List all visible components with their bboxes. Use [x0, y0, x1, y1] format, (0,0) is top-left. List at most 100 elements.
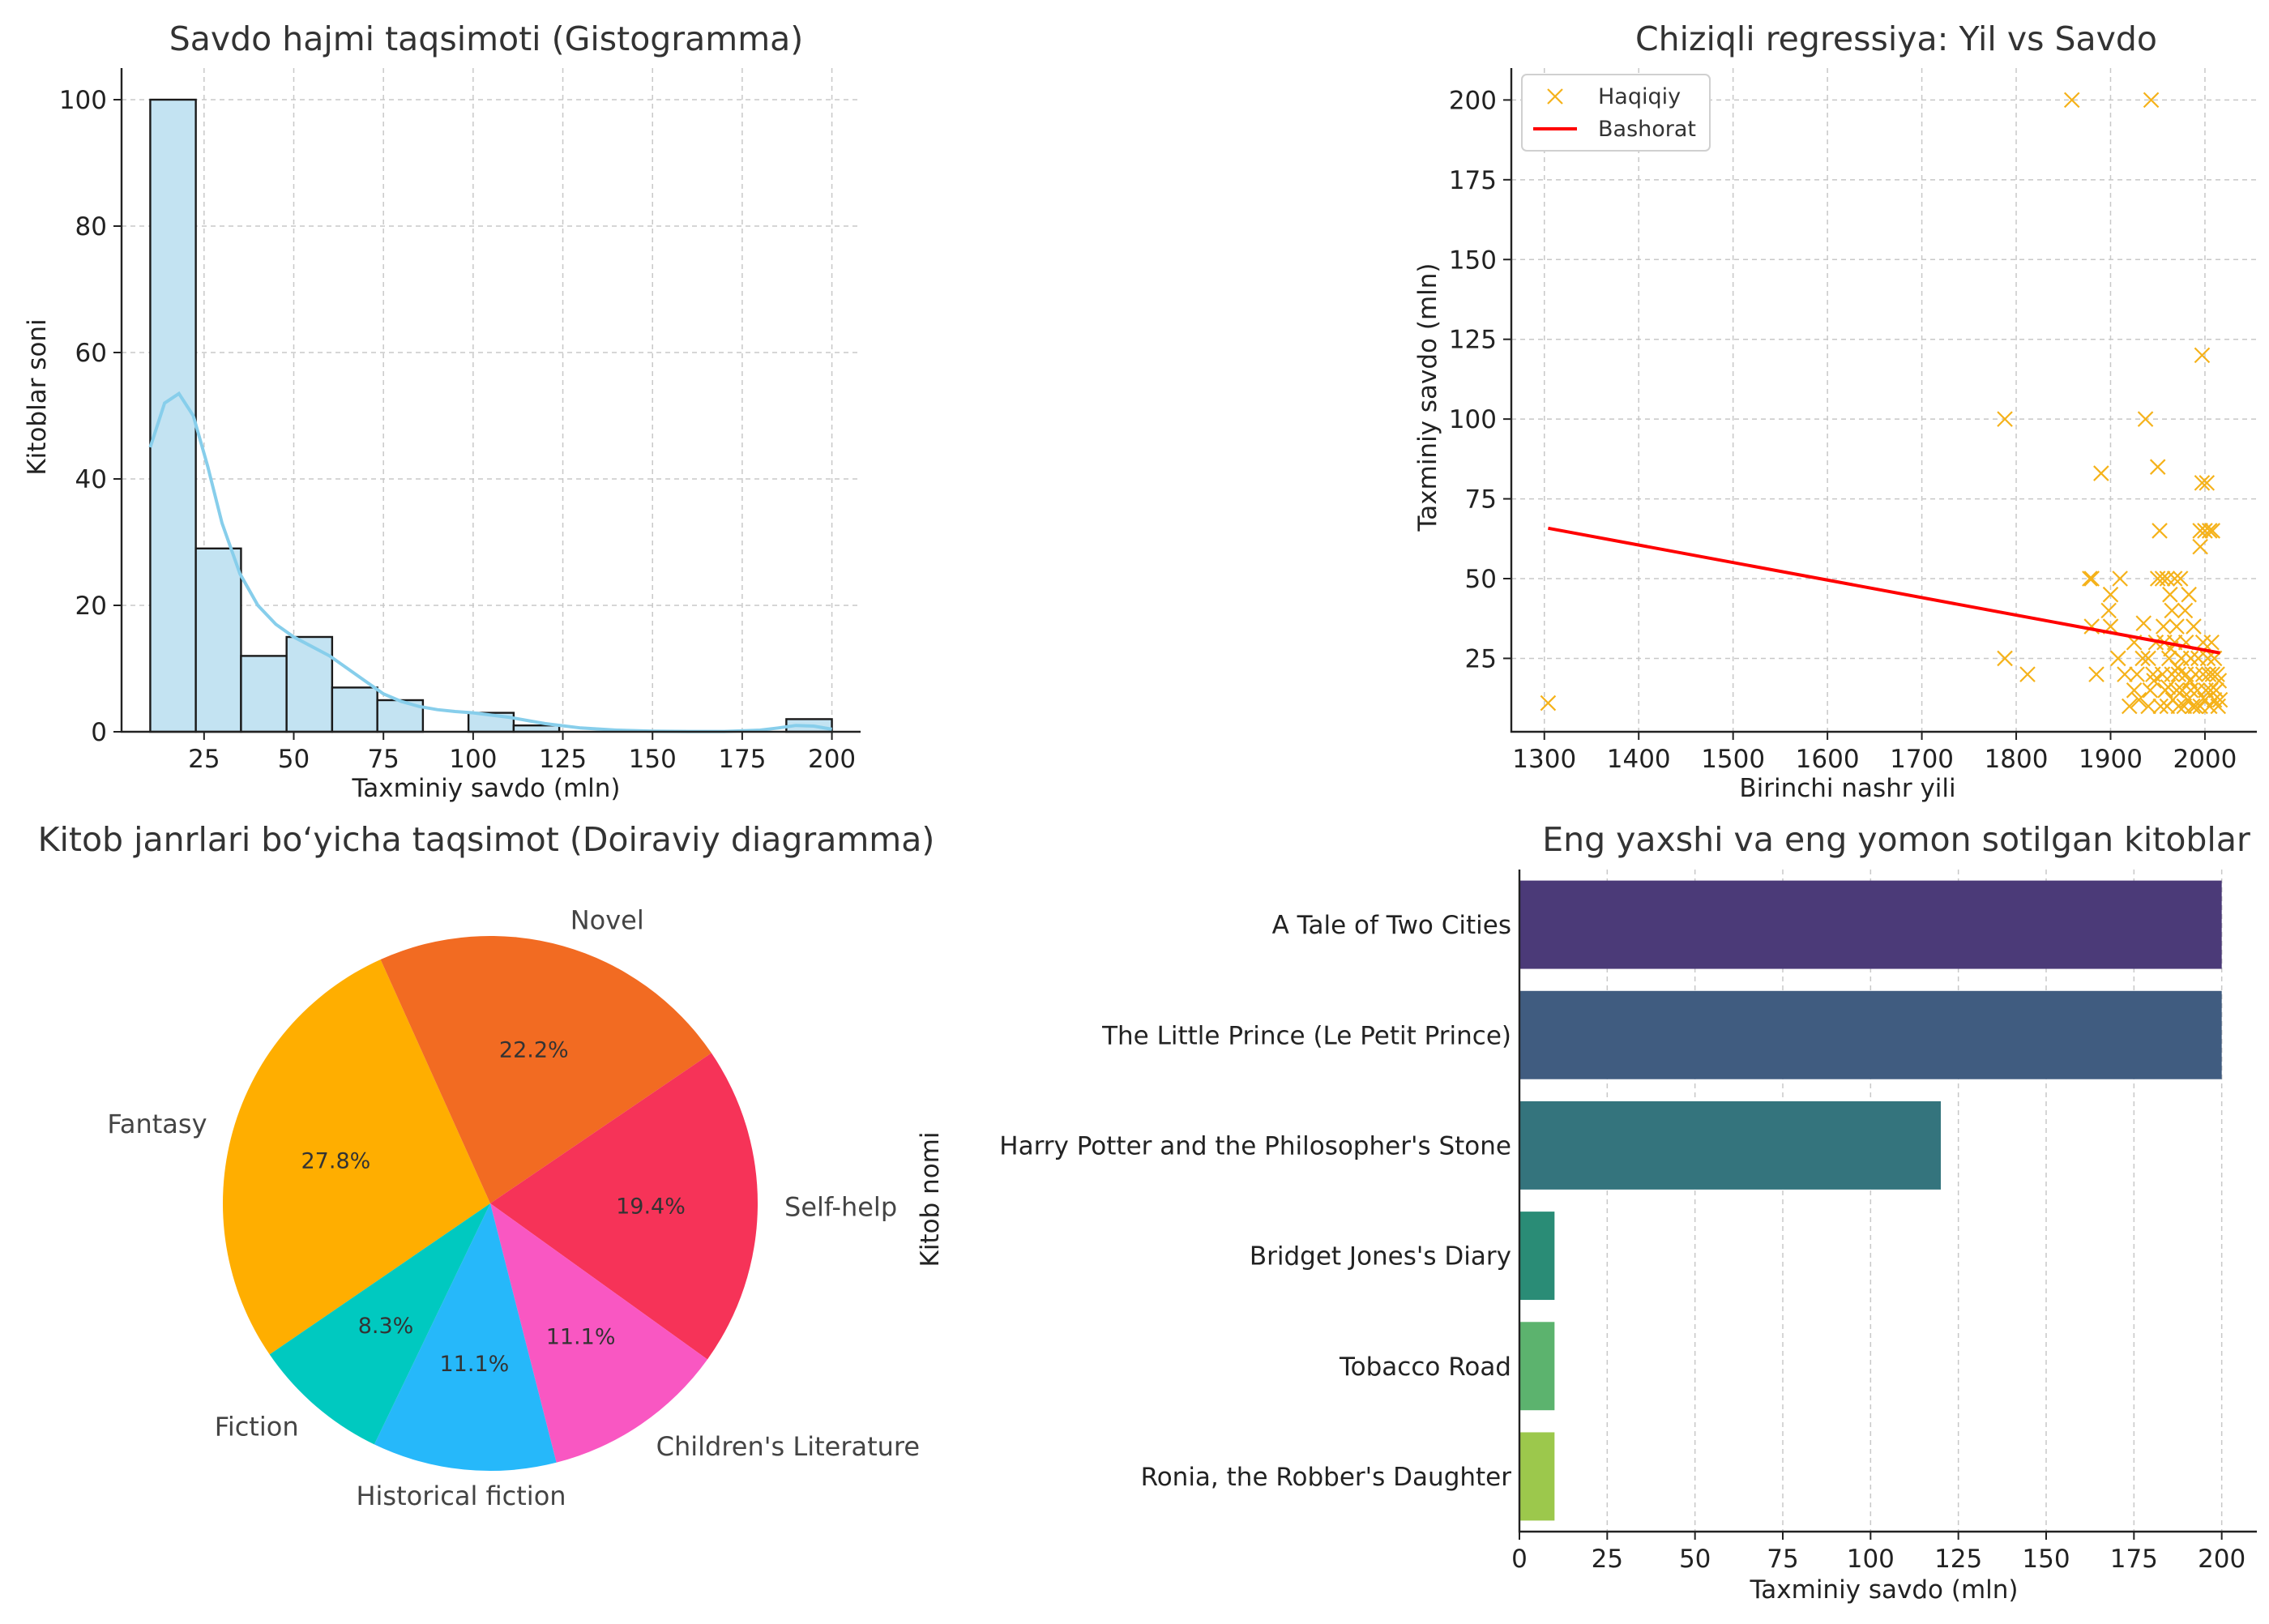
regression-ylabel: Taxminiy savdo (mln)	[1413, 263, 1442, 532]
pie-slice-label: Novel	[570, 905, 644, 936]
regression-x-tick-label: 1400	[1607, 745, 1671, 774]
scatter-point	[1997, 650, 2013, 667]
scatter-point	[2210, 698, 2227, 715]
histogram-x-tick-label: 125	[539, 745, 587, 774]
regression-y-tick-label: 125	[1449, 326, 1497, 355]
scatter-point	[2126, 682, 2143, 699]
scatter-point	[1997, 411, 2013, 427]
scatter-point	[2194, 347, 2211, 364]
scatter-point	[2211, 673, 2228, 689]
pie-slice	[380, 935, 711, 1203]
histogram-bar	[240, 655, 288, 733]
scatter-point	[2093, 465, 2109, 481]
histogram-x-tick-label: 150	[629, 745, 677, 774]
histogram-x-tick-label: 200	[808, 745, 856, 774]
scatter-point	[2177, 602, 2194, 619]
pie-slice-percent: 8.3%	[358, 1314, 414, 1339]
scatter-point	[2155, 618, 2172, 635]
histogram-y-tick-label: 60	[75, 339, 107, 368]
scatter-point	[2211, 691, 2228, 708]
regression-x-tick-label: 1500	[1701, 745, 1765, 774]
regression-y-tick-label: 25	[1465, 644, 1497, 673]
regression-x-tick-label: 1600	[1796, 745, 1860, 774]
book-name-label: The Little Prince (Le Petit Prince)	[1101, 1021, 1511, 1050]
scatter-point	[2172, 571, 2189, 587]
book-name-label: Bridget Jones's Diary	[1250, 1242, 1511, 1271]
legend-label-bashorat: Bashorat	[1598, 117, 1696, 142]
scatter-point	[2134, 650, 2151, 667]
scatter-point	[2112, 571, 2128, 587]
scatter-point	[2208, 682, 2224, 699]
scatter-point	[2063, 92, 2080, 109]
scatter-point	[2164, 602, 2180, 619]
regression-xlabel: Birinchi nashr yili	[1739, 774, 1955, 803]
scatter-point	[2201, 523, 2218, 539]
pie-slice-percent: 22.2%	[499, 1038, 569, 1063]
scatter-point	[2198, 475, 2216, 491]
scatter-point	[2154, 571, 2171, 587]
scatter-point	[2117, 666, 2133, 682]
book-bar	[1519, 1212, 1555, 1301]
histogram-ylabel: Kitoblar soni	[23, 318, 52, 475]
top-books-x-tick-label: 125	[1934, 1545, 1982, 1574]
scatter-point	[2130, 691, 2147, 708]
scatter-point	[2181, 673, 2198, 689]
scatter-point	[2149, 459, 2166, 475]
top-books-x-tick-label: 75	[1767, 1545, 1798, 1574]
top-books-panel: Eng yaxshi va eng yomon sotilgan kitobla…	[916, 820, 2257, 1605]
scatter-point	[2083, 571, 2100, 587]
histogram-bar	[285, 635, 334, 733]
regression-panel: Chiziqli regressiya: Yil vs Savdo 1300 14…	[1413, 19, 2257, 803]
legend-box	[1521, 74, 1711, 152]
scatter-point	[2209, 666, 2225, 682]
regression-line	[1548, 526, 2220, 655]
book-bar	[1519, 880, 2222, 969]
pie-slice-label: Children's Literature	[656, 1431, 920, 1462]
regression-x-tick-label: 1900	[2079, 745, 2143, 774]
pie-slice-label: Historical fiction	[356, 1481, 566, 1511]
scatter-point	[2203, 634, 2220, 651]
top-books-x-tick-label: 200	[2198, 1545, 2245, 1574]
scatter-point	[2159, 571, 2176, 587]
scatter-point	[2170, 698, 2187, 715]
scatter-point	[2140, 650, 2156, 667]
regression-y-tick-label: 200	[1449, 86, 1497, 115]
book-name-label: Harry Potter and the Philosopher's Stone	[999, 1131, 1511, 1160]
regression-x-tick-label: 1800	[1985, 745, 2049, 774]
top-books-x-tick-label: 150	[2022, 1545, 2070, 1574]
pie-slice	[222, 959, 490, 1355]
scatter-point	[2140, 698, 2156, 715]
regression-legend: Haqiqiy Bashorat	[1521, 74, 1711, 152]
scatter-point	[2110, 650, 2126, 667]
legend-label-haqiqiy: Haqiqiy	[1598, 84, 1681, 109]
book-bar	[1519, 1100, 1941, 1190]
pie-slice	[490, 1203, 707, 1463]
scatter-point	[2186, 618, 2202, 635]
book-bar	[1519, 1432, 1555, 1521]
pie-slice	[269, 1203, 490, 1445]
scatter-point	[2100, 602, 2117, 619]
pie-slice-label: Self-help	[784, 1192, 897, 1223]
scatter-point	[2197, 523, 2213, 539]
legend-marker-haqiqiy	[1547, 88, 1563, 105]
scatter-point	[1540, 694, 1557, 712]
scatter-point	[2162, 586, 2178, 603]
top-books-x-tick-label: 100	[1847, 1545, 1895, 1574]
scatter-point	[2129, 666, 2145, 682]
scatter-point	[2142, 682, 2159, 699]
scatter-point	[2151, 523, 2168, 539]
histogram-bar	[331, 686, 378, 733]
pie-slice	[374, 1203, 557, 1472]
histogram-y-tick-label: 20	[75, 592, 107, 621]
scatter-point	[2146, 673, 2162, 689]
scatter-point	[2169, 660, 2186, 677]
regression-title: Chiziqli regressiya: Yil vs Savdo	[1635, 19, 2157, 58]
scatter-point	[2160, 679, 2177, 695]
scatter-point	[2199, 650, 2216, 667]
histogram-x-tick-label: 25	[188, 745, 220, 774]
top-books-ylabel: Kitob nomi	[916, 1131, 945, 1267]
top-books-xlabel: Taxminiy savdo (mln)	[1749, 1575, 2018, 1605]
histogram-x-tick-label: 75	[367, 745, 399, 774]
scatter-point	[2166, 571, 2183, 587]
